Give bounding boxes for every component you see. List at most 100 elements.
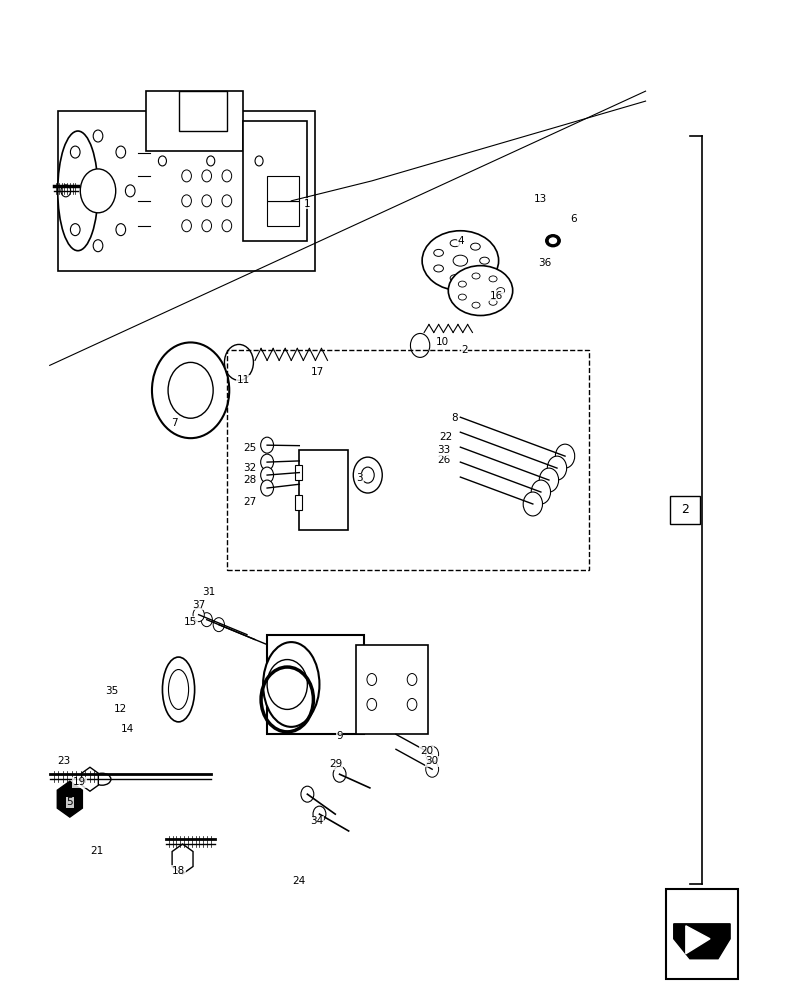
Circle shape — [531, 480, 550, 504]
Text: 17: 17 — [310, 367, 324, 377]
Text: 10: 10 — [436, 337, 449, 347]
FancyBboxPatch shape — [57, 111, 315, 271]
Ellipse shape — [93, 773, 111, 785]
Circle shape — [361, 467, 374, 483]
Ellipse shape — [470, 271, 480, 278]
Ellipse shape — [57, 131, 98, 251]
Text: 32: 32 — [242, 463, 256, 473]
Text: 16: 16 — [490, 291, 503, 301]
Text: 8: 8 — [452, 413, 458, 423]
Circle shape — [201, 613, 213, 627]
Ellipse shape — [470, 243, 480, 250]
Polygon shape — [674, 924, 730, 959]
Text: 2: 2 — [681, 503, 689, 516]
Bar — [295, 465, 301, 480]
Text: 18: 18 — [172, 866, 185, 876]
Circle shape — [261, 467, 274, 483]
Circle shape — [333, 766, 346, 782]
Circle shape — [182, 220, 191, 232]
Ellipse shape — [497, 288, 505, 294]
Circle shape — [70, 224, 80, 236]
Bar — [670, 496, 701, 524]
Text: 12: 12 — [114, 704, 127, 714]
Text: 6: 6 — [570, 214, 576, 224]
Circle shape — [547, 456, 566, 480]
Circle shape — [61, 185, 70, 197]
Ellipse shape — [434, 265, 444, 272]
Ellipse shape — [489, 299, 497, 305]
Ellipse shape — [434, 249, 444, 256]
Circle shape — [70, 146, 80, 158]
Ellipse shape — [489, 276, 497, 282]
Text: 21: 21 — [90, 846, 103, 856]
Circle shape — [225, 344, 254, 380]
Bar — [267, 201, 299, 226]
Circle shape — [555, 444, 574, 468]
Text: 15: 15 — [184, 617, 197, 627]
Circle shape — [410, 333, 430, 357]
Circle shape — [261, 437, 274, 453]
Text: 29: 29 — [329, 759, 342, 769]
Text: 14: 14 — [121, 724, 134, 734]
Ellipse shape — [480, 257, 490, 264]
Text: 28: 28 — [242, 475, 256, 485]
Circle shape — [125, 185, 135, 197]
Text: 13: 13 — [534, 194, 548, 204]
Ellipse shape — [453, 255, 468, 266]
Bar — [295, 495, 301, 510]
Circle shape — [202, 195, 212, 207]
Text: 34: 34 — [310, 816, 324, 826]
Bar — [179, 91, 227, 131]
Circle shape — [261, 480, 274, 496]
Circle shape — [158, 156, 166, 166]
Circle shape — [152, 342, 229, 438]
Bar — [243, 121, 307, 241]
Text: 7: 7 — [171, 418, 178, 428]
Ellipse shape — [448, 266, 513, 316]
Ellipse shape — [458, 281, 466, 287]
Text: 33: 33 — [437, 445, 450, 455]
Text: 20: 20 — [420, 746, 433, 756]
Ellipse shape — [472, 273, 480, 279]
Circle shape — [407, 674, 417, 685]
Bar — [267, 176, 299, 201]
Circle shape — [168, 362, 213, 418]
Text: 19: 19 — [73, 777, 86, 787]
Ellipse shape — [169, 670, 188, 709]
Text: 23: 23 — [57, 756, 70, 766]
Ellipse shape — [472, 302, 480, 308]
Ellipse shape — [548, 237, 558, 245]
Circle shape — [93, 130, 103, 142]
Circle shape — [213, 618, 225, 632]
Circle shape — [539, 468, 558, 492]
Circle shape — [407, 698, 417, 710]
Bar — [267, 635, 364, 734]
Text: 3: 3 — [356, 473, 363, 483]
Circle shape — [202, 220, 212, 232]
Bar — [356, 645, 428, 734]
Circle shape — [193, 608, 204, 622]
Circle shape — [182, 170, 191, 182]
Circle shape — [255, 156, 263, 166]
Text: 27: 27 — [242, 497, 256, 507]
Text: 22: 22 — [440, 432, 452, 442]
Circle shape — [426, 761, 439, 777]
Ellipse shape — [422, 231, 499, 291]
Circle shape — [523, 492, 542, 516]
Ellipse shape — [450, 240, 460, 247]
Bar — [666, 889, 739, 979]
Text: 5: 5 — [66, 797, 74, 807]
Bar — [146, 91, 243, 151]
Polygon shape — [686, 926, 710, 954]
Text: 1: 1 — [304, 199, 311, 209]
Circle shape — [222, 220, 232, 232]
Circle shape — [367, 698, 377, 710]
Circle shape — [116, 146, 125, 158]
Circle shape — [207, 156, 215, 166]
Ellipse shape — [263, 642, 319, 727]
Circle shape — [426, 746, 439, 762]
Circle shape — [182, 195, 191, 207]
Text: 9: 9 — [336, 731, 343, 741]
Circle shape — [222, 170, 232, 182]
Circle shape — [353, 457, 382, 493]
